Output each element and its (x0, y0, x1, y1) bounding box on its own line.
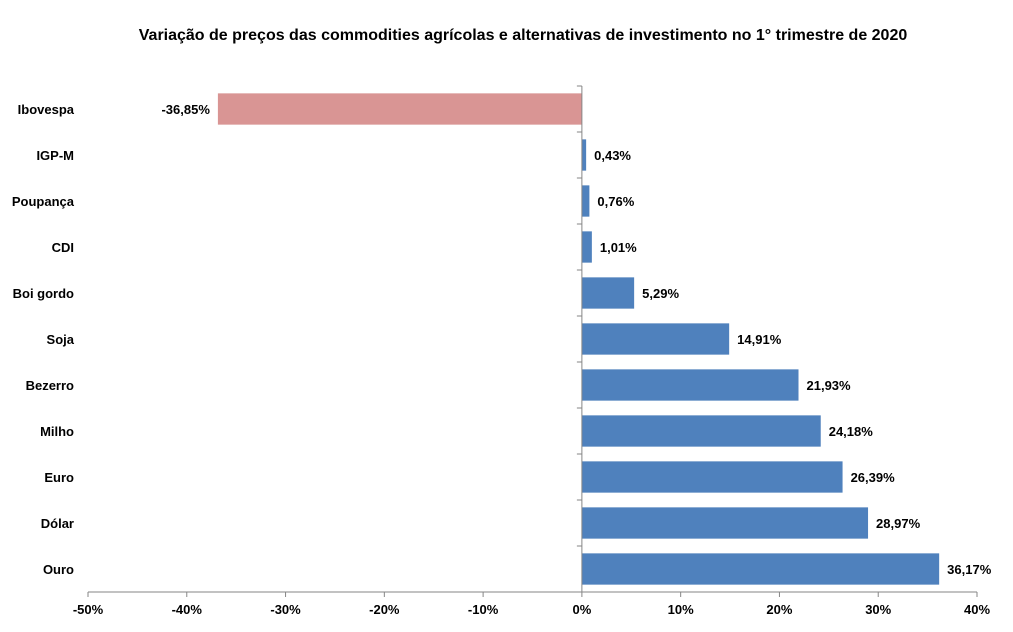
category-label-8: Euro (44, 470, 74, 485)
data-label-1: 0,43% (594, 148, 631, 163)
data-label-2: 0,76% (597, 194, 634, 209)
category-label-3: CDI (52, 240, 74, 255)
bar-4 (581, 277, 635, 309)
x-tick-label-8: 30% (865, 602, 891, 617)
x-tick-label-7: 20% (766, 602, 792, 617)
x-tick-label-1: -40% (172, 602, 203, 617)
x-tick-label-6: 10% (668, 602, 694, 617)
data-label-10: 36,17% (947, 562, 992, 577)
category-label-9: Dólar (41, 516, 74, 531)
category-label-6: Bezerro (26, 378, 74, 393)
bar-0 (217, 93, 582, 125)
bar-1 (581, 139, 587, 171)
data-label-8: 26,39% (851, 470, 896, 485)
data-label-7: 24,18% (829, 424, 874, 439)
category-label-1: IGP-M (36, 148, 74, 163)
category-label-10: Ouro (43, 562, 74, 577)
category-label-7: Milho (40, 424, 74, 439)
x-tick-label-0: -50% (73, 602, 104, 617)
category-label-4: Boi gordo (13, 286, 74, 301)
bar-9 (581, 507, 869, 539)
data-label-5: 14,91% (737, 332, 782, 347)
bar-2 (581, 185, 590, 217)
category-label-2: Poupança (12, 194, 75, 209)
bar-3 (581, 231, 592, 263)
data-label-6: 21,93% (807, 378, 852, 393)
data-label-3: 1,01% (600, 240, 637, 255)
data-label-9: 28,97% (876, 516, 921, 531)
bars-group (217, 93, 940, 585)
axes-group: -50% -40% -30% -20% -10% 0% 10% 20% 30% 40% (73, 85, 990, 617)
bar-6 (581, 369, 799, 401)
x-tick-label-9: 40% (964, 602, 990, 617)
category-label-5: Soja (47, 332, 75, 347)
category-label-0: Ibovespa (18, 102, 75, 117)
x-tick-label-3: -20% (369, 602, 400, 617)
chart-title: Variação de preços das commodities agríc… (139, 27, 908, 44)
bar-10 (581, 553, 940, 585)
labels-group: Ibovespa -36,85% IGP-M 0,43% Poupança 0,76% CD… (12, 102, 992, 577)
bar-7 (581, 415, 821, 447)
x-tick-label-2: -30% (270, 602, 301, 617)
data-label-0: -36,85% (161, 102, 210, 117)
x-tick-label-5: 0% (572, 602, 591, 617)
bar-5 (581, 323, 730, 355)
bar-8 (581, 461, 843, 493)
data-label-4: 5,29% (642, 286, 679, 301)
x-tick-label-4: -10% (468, 602, 499, 617)
